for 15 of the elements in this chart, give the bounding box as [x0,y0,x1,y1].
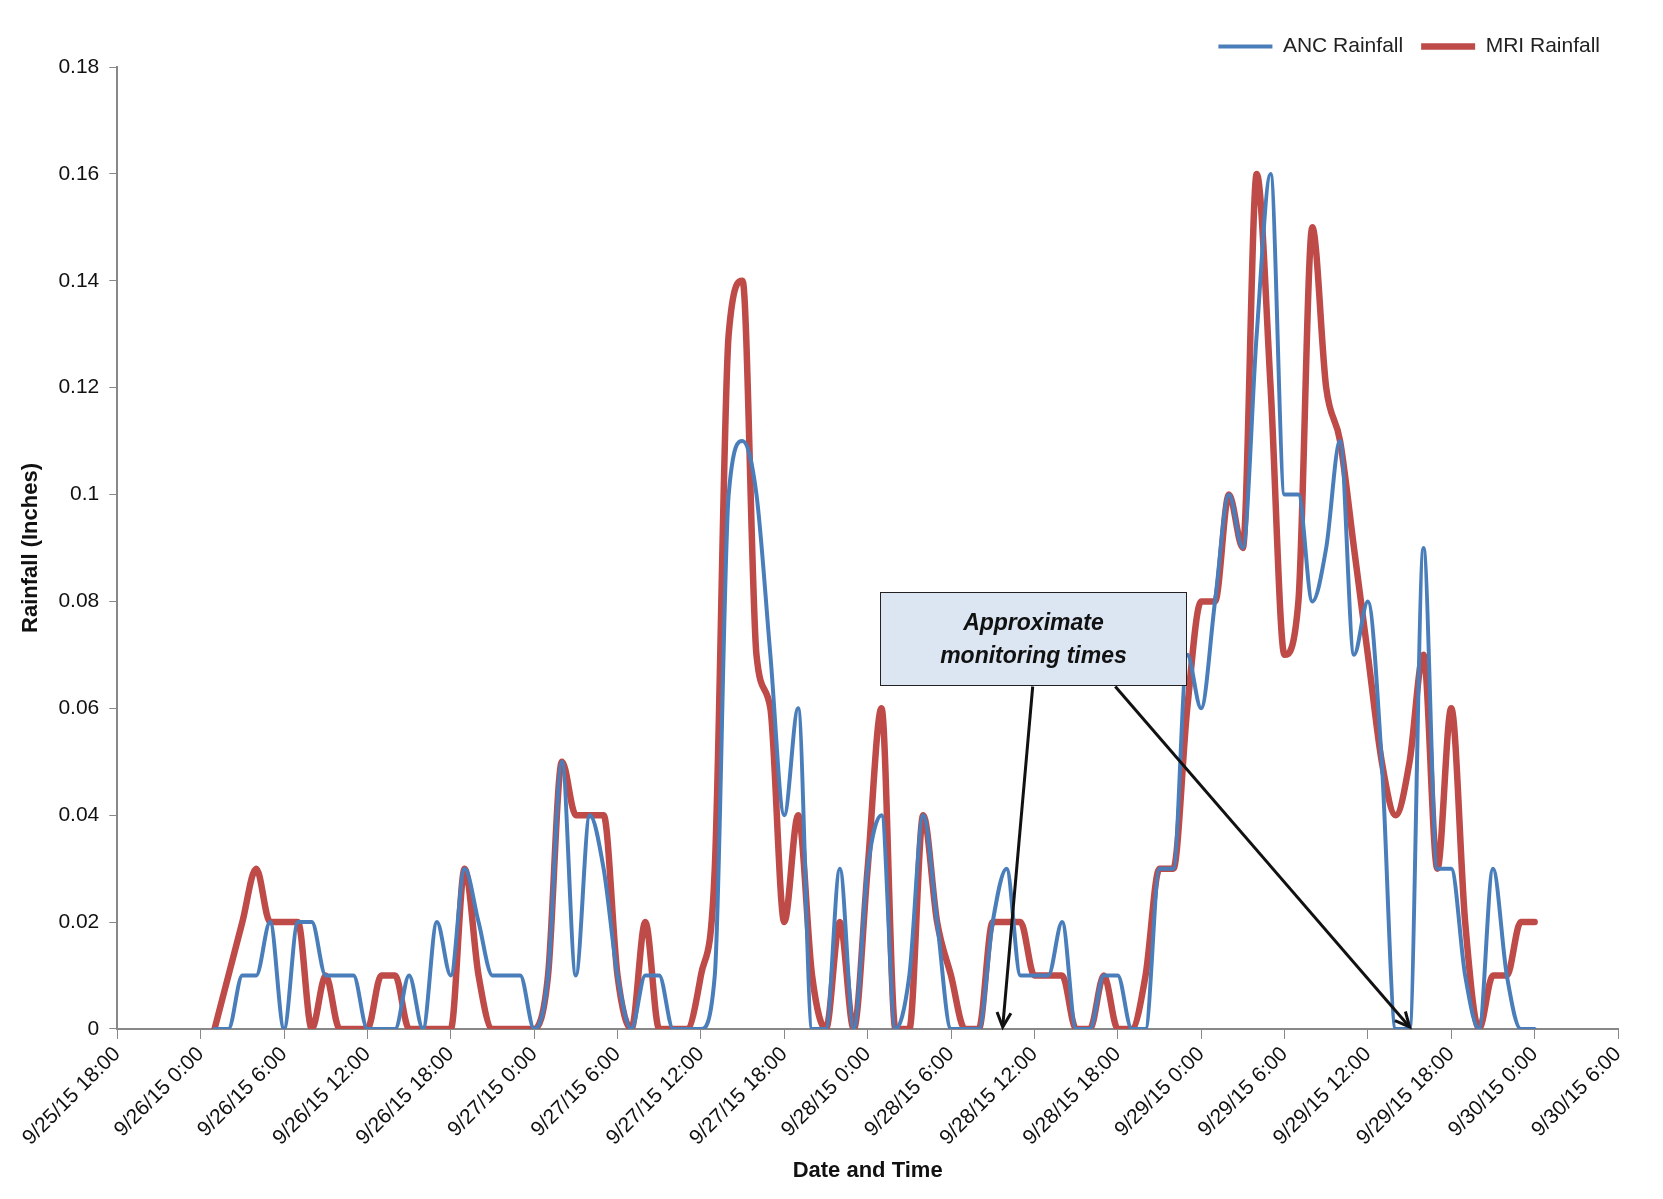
y-tick-label: 0.12 [58,374,100,398]
y-tick-label: 0.04 [58,801,100,825]
y-tick-label: 0 [87,1015,100,1039]
y-tick-label: 0.18 [58,53,100,77]
x-axis-title: Date and Time [792,1156,943,1182]
y-tick-label: 0.16 [58,160,100,184]
y-tick-label: 0.1 [70,481,100,505]
y-tick-label: 0.14 [58,267,100,291]
y-axis-title: Rainfall (Inches) [17,463,43,633]
y-tick-label: 0.02 [58,908,100,932]
legend-label: MRI Rainfall [1485,33,1601,57]
callout-box: Approximate monitoring times [879,592,1188,687]
y-tick-label: 0.06 [58,695,100,719]
y-tick-label: 0.08 [58,588,100,612]
legend-label: ANC Rainfall [1282,33,1404,57]
